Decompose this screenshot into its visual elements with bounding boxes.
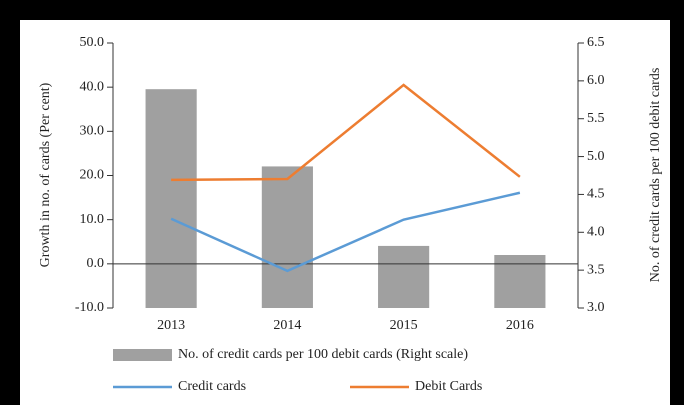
y2-tick-label: 6.5: [587, 35, 605, 50]
y-axis-label: Growth in no. of cards (Per cent): [38, 82, 53, 267]
legend-label: Debit Cards: [415, 379, 482, 394]
x-tick-label: 2015: [390, 318, 418, 333]
legend-label: Credit cards: [178, 379, 246, 394]
y2-tick-label: 6.0: [587, 73, 605, 88]
y2-tick-label: 4.5: [587, 187, 605, 202]
x-tick-label: 2013: [157, 318, 185, 333]
y-tick-label: 0.0: [87, 256, 105, 271]
y2-tick-label: 5.0: [587, 149, 605, 164]
x-tick-label: 2016: [506, 318, 534, 333]
chart-background: [20, 20, 670, 405]
bar: [494, 255, 546, 308]
bar: [378, 245, 430, 308]
y-tick-label: 10.0: [80, 212, 105, 227]
y-tick-label: 50.0: [80, 35, 105, 50]
y-tick-label: 20.0: [80, 168, 105, 183]
legend-swatch: [113, 349, 172, 361]
y-tick-label: -10.0: [75, 300, 104, 315]
y-tick-label: 30.0: [80, 124, 105, 139]
x-tick-label: 2014: [273, 318, 301, 333]
y2-axis-label: No. of credit cards per 100 debit cards: [648, 68, 663, 283]
legend-label: No. of credit cards per 100 debit cards …: [178, 347, 468, 362]
y2-tick-label: 5.5: [587, 111, 605, 126]
y-tick-label: 40.0: [80, 79, 105, 94]
bar: [261, 166, 313, 308]
line: [170, 191, 521, 273]
line: [171, 83, 521, 182]
y2-tick-label: 3.0: [587, 300, 605, 315]
y2-tick-label: 3.5: [587, 262, 605, 277]
bar: [145, 89, 197, 308]
y2-tick-label: 4.0: [587, 225, 605, 240]
